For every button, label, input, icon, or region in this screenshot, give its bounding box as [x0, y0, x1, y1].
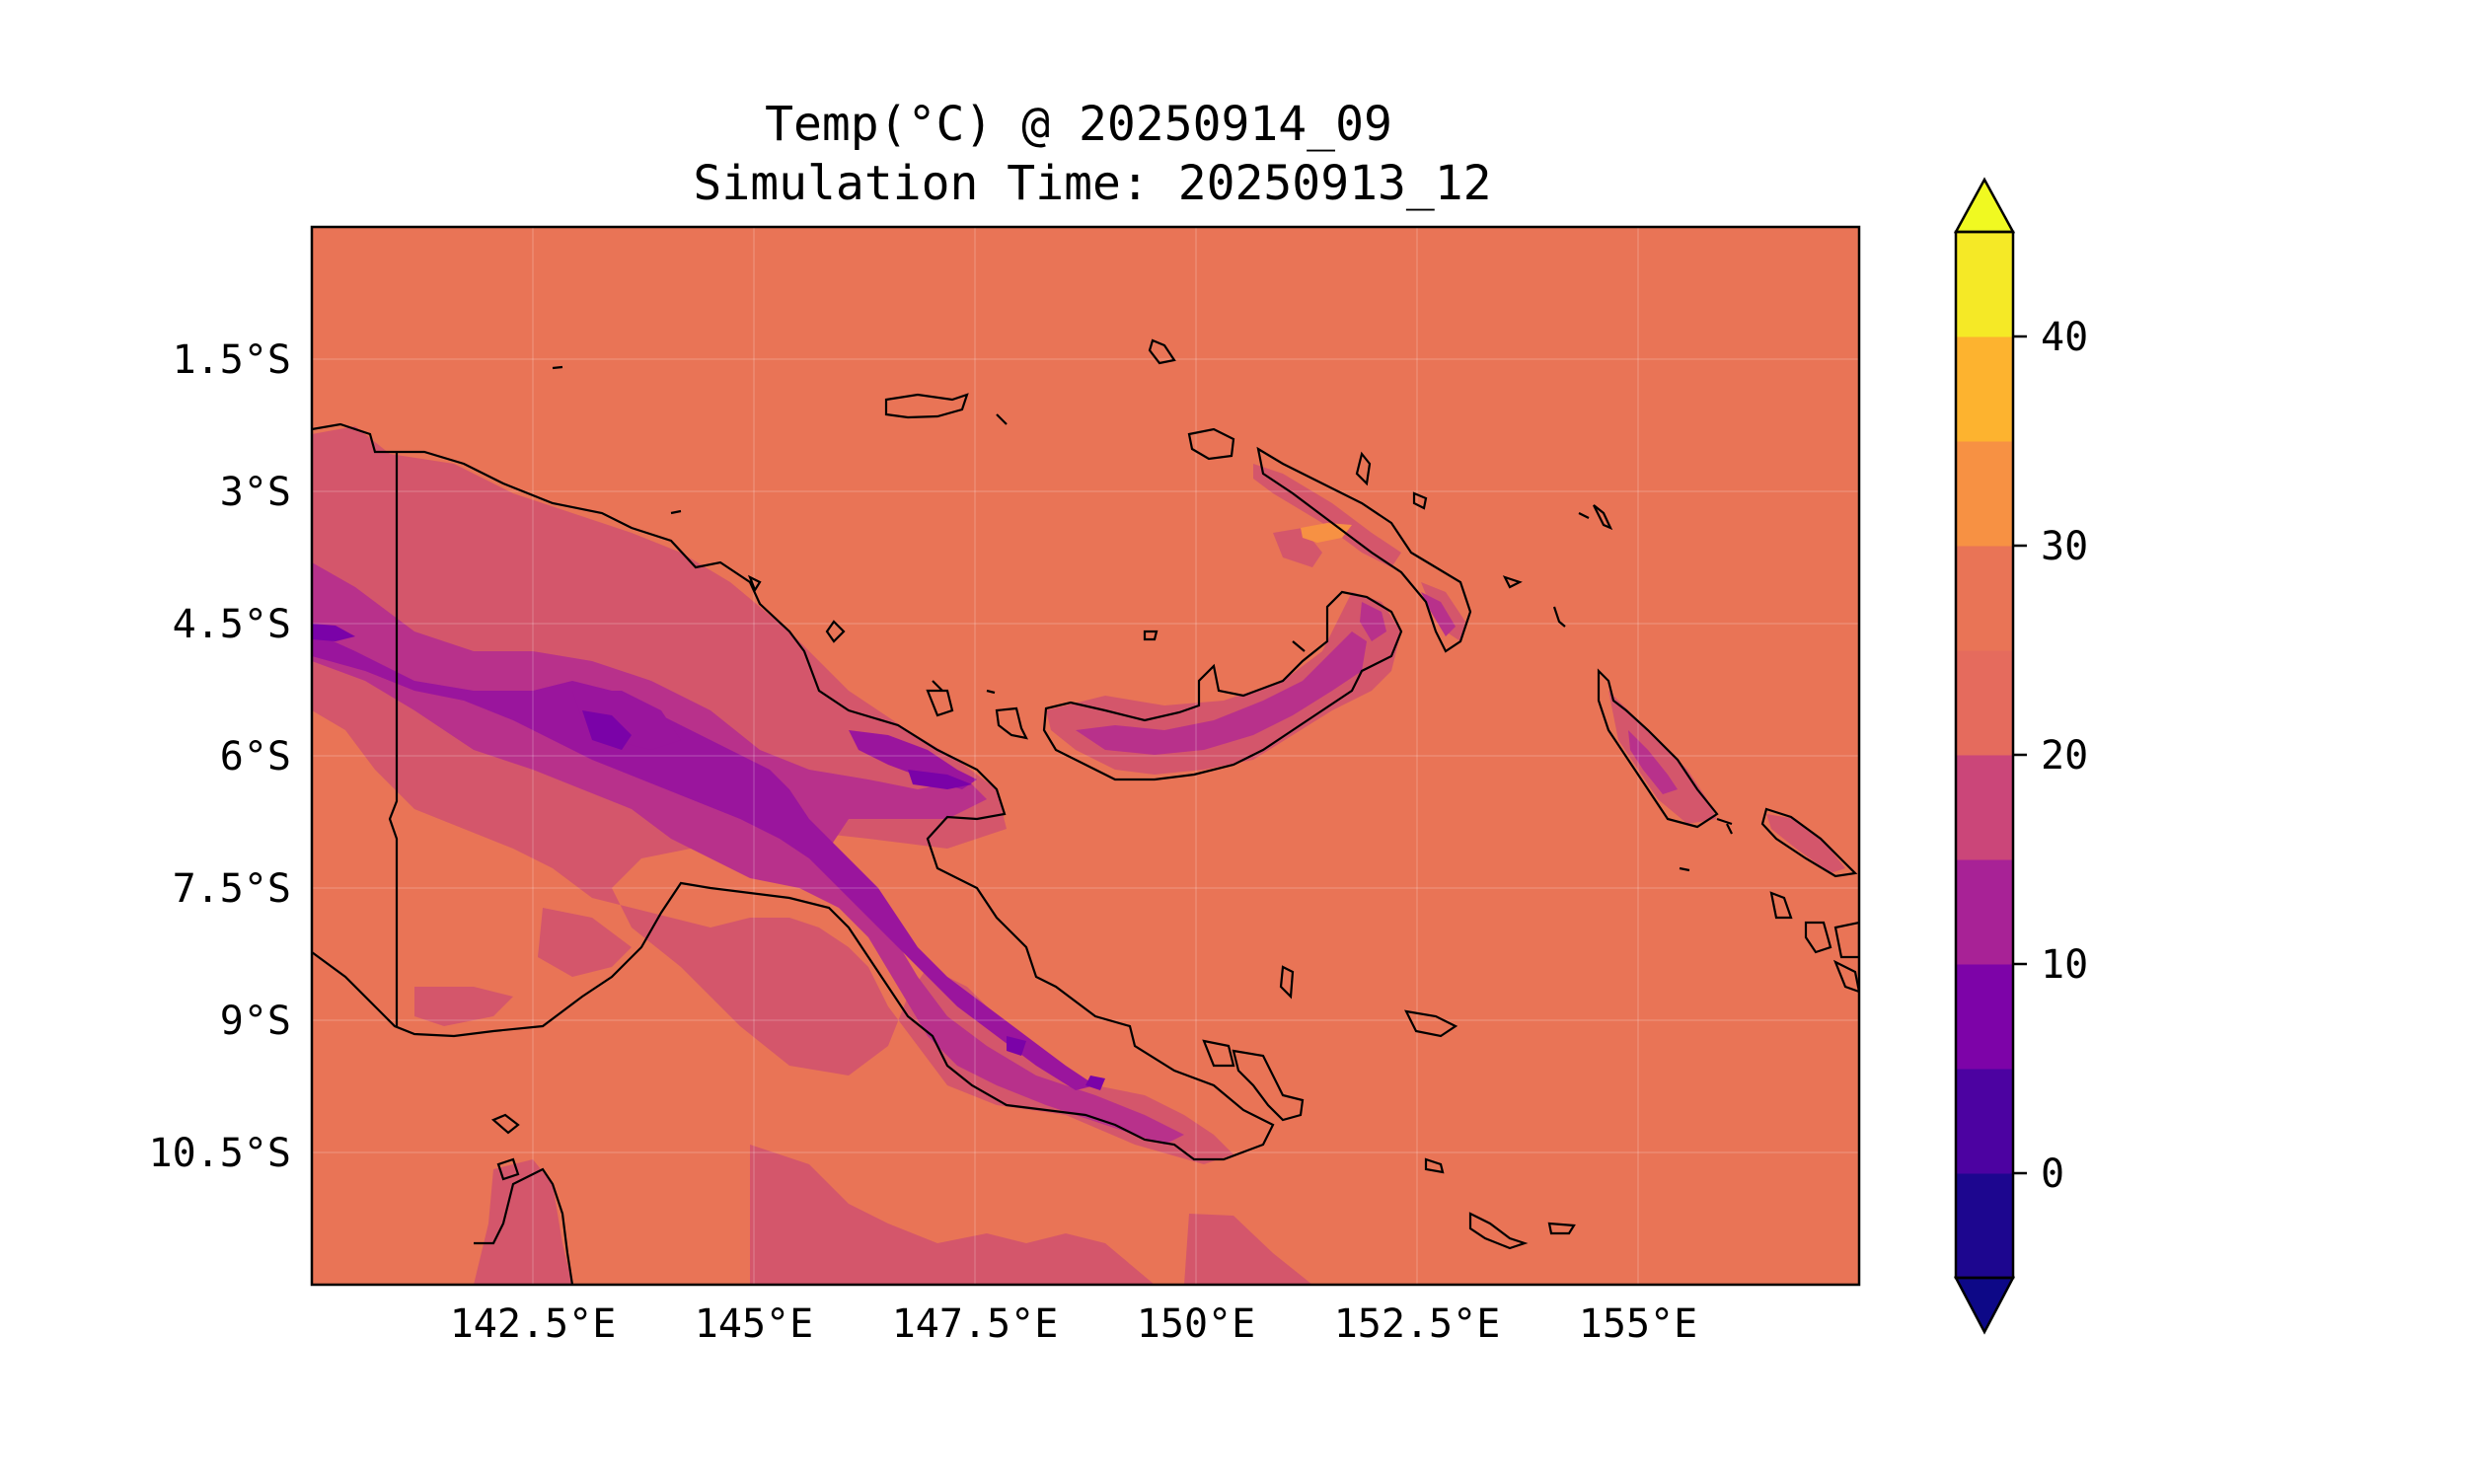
y-tick-label: 10.5°S: [149, 1131, 292, 1176]
colorbar-ticks: [2013, 334, 2027, 1175]
y-tick-label: 4.5°S: [173, 602, 291, 647]
x-tick-label: 155°E: [1579, 1301, 1697, 1347]
y-tick-label: 9°S: [220, 999, 291, 1044]
colorbar-segment: [1956, 859, 2013, 965]
y-tick-label: 3°S: [220, 470, 291, 515]
x-tick-label: 147.5°E: [892, 1301, 1059, 1347]
border-line: [388, 452, 399, 1026]
colorbar-segment: [1956, 336, 2013, 442]
x-tick-label: 142.5°E: [450, 1301, 617, 1347]
title-line-2: Simulation Time: 20250913_12: [693, 156, 1491, 211]
colorbar-tick-label: 0: [2041, 1151, 2064, 1197]
colorbar-tick-label: 20: [2041, 733, 2088, 779]
colorbar-segment: [1956, 1069, 2013, 1174]
colorbar-segment: [1956, 650, 2013, 756]
colorbar-tick-label: 40: [2041, 315, 2088, 360]
temperature-band-5-10: [312, 624, 1105, 1090]
coastline-new-ireland: [1256, 446, 1472, 653]
x-tick-label: 152.5°E: [1334, 1301, 1501, 1347]
map-panel: [310, 225, 1861, 1287]
colorbar-segment: [1956, 755, 2013, 860]
map-gridlines: [312, 227, 1859, 1285]
y-tick-label: 1.5°S: [173, 337, 291, 383]
map-frame: [310, 225, 1861, 1287]
colorbar: 0 10 20 30 40: [1953, 177, 2088, 1335]
coastline-manus: [884, 393, 969, 419]
colorbar-segment: [1956, 546, 2013, 651]
colorbar-segment: [1956, 964, 2013, 1070]
colorbar-tick-label: 10: [2041, 942, 2088, 988]
y-axis: 1.5°S 3°S 4.5°S 6°S 7.5°S 9°S 10.5°S: [149, 337, 292, 1176]
x-tick-label: 150°E: [1137, 1301, 1255, 1347]
coastline-new-guinea: [312, 422, 1275, 1161]
colorbar-segment: [1956, 232, 2013, 337]
y-tick-label: 6°S: [220, 734, 291, 779]
colorbar-segment: [1956, 1173, 2013, 1279]
x-tick-label: 145°E: [695, 1301, 813, 1347]
coastline-new-britain: [1042, 590, 1403, 781]
colorbar-segments: [1956, 232, 2013, 1279]
colorbar-extend-high: [1953, 177, 2016, 234]
colorbar-extend-low: [1953, 1276, 2016, 1335]
x-axis: 142.5°E 145°E 147.5°E 150°E 152.5°E 155°…: [450, 1301, 1698, 1347]
colorbar-segment: [1956, 441, 2013, 547]
y-tick-label: 7.5°S: [173, 866, 291, 912]
title-line-1: Temp(°C) @ 20250914_09: [765, 97, 1392, 152]
coastlines: [312, 338, 1859, 1285]
colorbar-tick-label: 30: [2041, 524, 2088, 569]
